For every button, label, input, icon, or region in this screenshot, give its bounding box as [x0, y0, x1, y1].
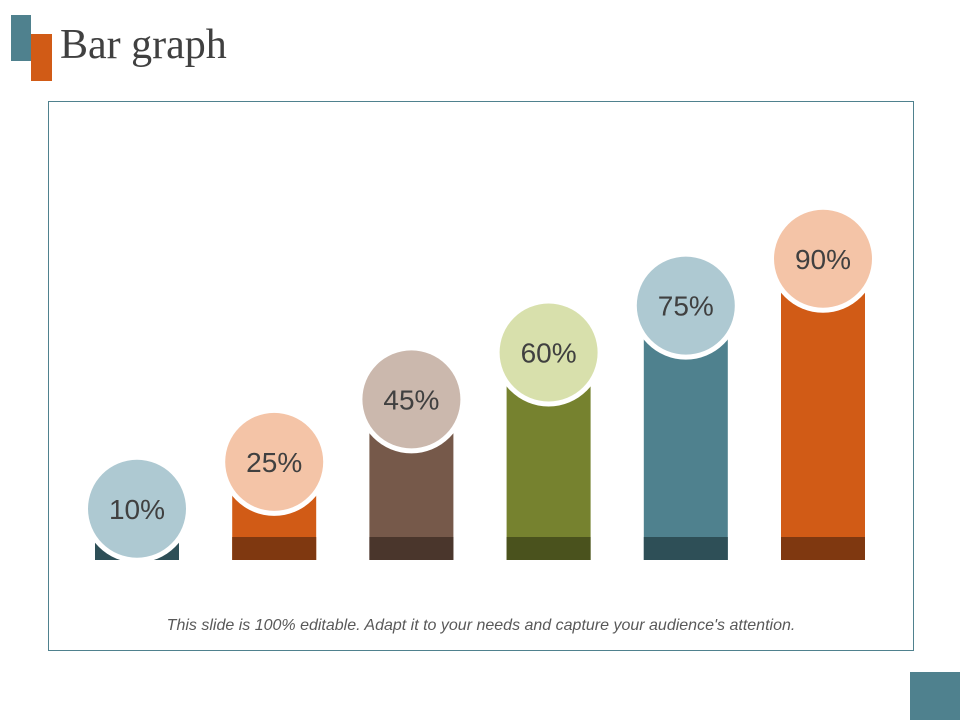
- bar-group: 45%: [357, 345, 466, 560]
- value-bubble: [774, 209, 872, 308]
- data-label: 45%: [383, 384, 439, 415]
- bar-base: [781, 537, 865, 560]
- bar-group: 75%: [631, 251, 740, 560]
- title-accent-orange: [31, 34, 52, 81]
- bar-base: [643, 537, 728, 560]
- bar-group: 10%: [83, 454, 191, 563]
- data-label: 25%: [246, 447, 302, 478]
- value-bubble: [636, 256, 735, 355]
- chart-frame: 10% 25% 45% 60% 75% 90% This slide is 100% ed…: [48, 101, 914, 651]
- data-label: 75%: [658, 291, 714, 322]
- value-bubble: [362, 350, 461, 449]
- data-label: 10%: [109, 494, 165, 525]
- value-bubble: [225, 412, 324, 511]
- bar-group: 25%: [220, 407, 329, 560]
- bar: [781, 278, 865, 560]
- slide-caption: This slide is 100% editable. Adapt it to…: [166, 617, 796, 634]
- bar-base: [506, 537, 591, 560]
- value-bubble: [499, 303, 598, 402]
- bar-group: 90%: [769, 204, 877, 560]
- bar-group: 60%: [494, 298, 603, 560]
- title-accent-teal: [11, 15, 31, 61]
- bar-base: [232, 537, 317, 560]
- slide-title: Bar graph: [60, 22, 227, 68]
- corner-accent: [910, 672, 960, 720]
- bar-base: [369, 537, 454, 560]
- data-label: 90%: [795, 244, 851, 275]
- data-label: 60%: [521, 338, 577, 369]
- bar-chart: 10% 25% 45% 60% 75% 90%: [83, 204, 877, 563]
- value-bubble: [88, 459, 186, 558]
- bar: [643, 325, 728, 560]
